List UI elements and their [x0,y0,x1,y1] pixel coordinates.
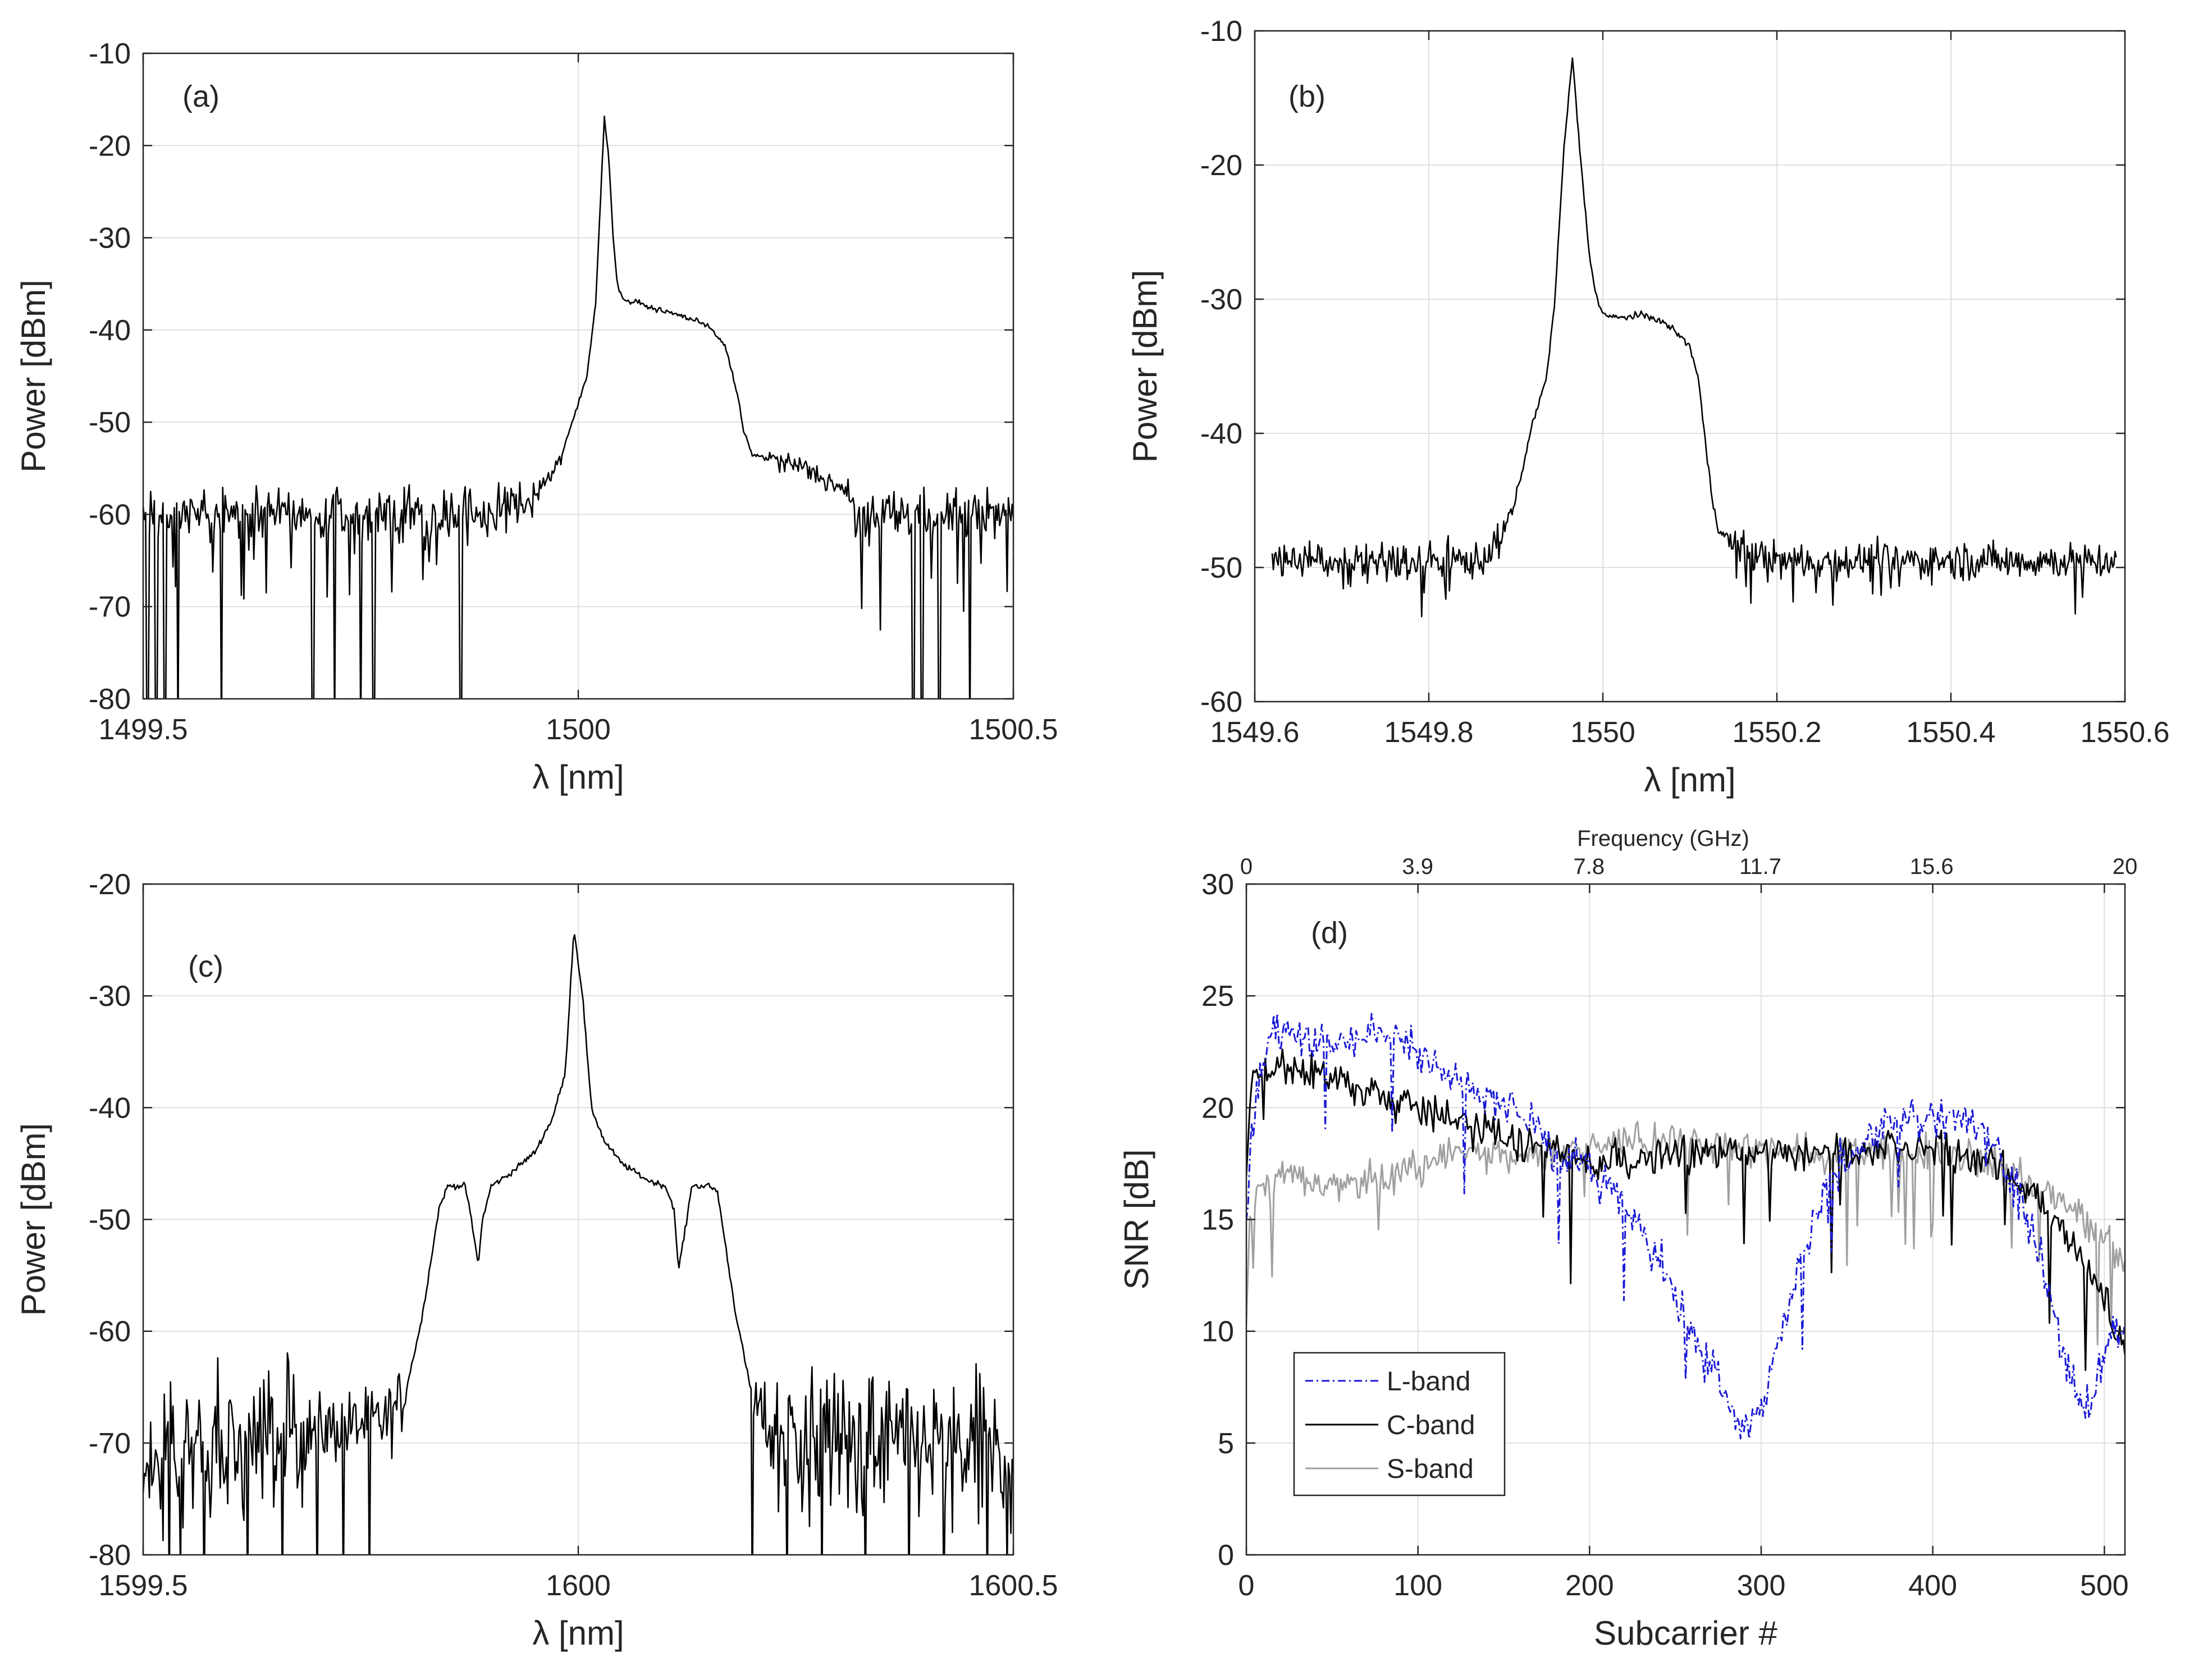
chart-a: 1499.5 1500 1500.5 -80 -70 -60 -50 -40 -30 -20 -10… [15,38,1058,796]
x-tick-label: 1550.6 [2080,716,2169,749]
y-tick-label: -60 [89,498,131,531]
y-tick-label: -80 [89,683,131,716]
y-tick-label: -60 [1200,686,1242,718]
y-axis-label: Power [dBm] [15,1123,52,1316]
panel-label: (c) [188,950,223,983]
x-tick-label: 1550.4 [1906,716,1995,749]
top-x-tick-label: 15.6 [1910,854,1954,879]
axes-box [1254,30,2126,703]
top-x-axis-label: Frequency (GHz) [1577,826,1749,851]
x-axis-label: λ [nm] [532,758,624,796]
y-tick-label: -50 [89,1204,131,1237]
top-x-tick-label: 20 [2113,854,2138,879]
x-tick-label: 0 [1238,1569,1255,1602]
series-line-spectrum [1271,57,2117,617]
y-axis-label: Power [dBm] [1126,270,1164,463]
y-tick-label: -30 [89,222,131,255]
chart-c: 1599.5 1600 1600.5 -80 -70 -60 -50 -40 -30 -20 λ [… [15,868,1058,1652]
x-axis-label: λ [nm] [1644,761,1735,799]
y-tick-label: -60 [89,1316,131,1348]
x-tick-label: 1600 [546,1569,611,1602]
y-tick-label: -40 [89,314,131,347]
x-tick-label: 400 [1908,1569,1957,1602]
top-x-tick-label: 7.8 [1574,854,1605,879]
x-tick-label: 1500 [546,713,611,746]
y-tick-label: -40 [1200,418,1242,450]
plot-area [1255,31,2125,702]
panel-label: (d) [1311,916,1348,950]
x-tick-label: 1499.5 [98,713,188,746]
x-tick-label: 1599.5 [98,1569,188,1602]
panel-label: (b) [1288,80,1326,113]
legend: L-band C-band S-band [1293,1352,1506,1496]
series-line-spectrum [143,115,1013,699]
series-line-spectrum [143,934,1013,1555]
y-tick-label: 0 [1218,1539,1234,1572]
y-tick-label: -70 [89,591,131,624]
y-tick-label: -20 [1200,149,1242,182]
x-tick-label: 500 [2080,1569,2129,1602]
y-tick-label: 15 [1201,1204,1234,1237]
y-tick-label: -30 [1200,283,1242,316]
legend-label-c-band: C-band [1387,1411,1475,1440]
y-tick-label: 25 [1201,980,1234,1013]
chart-b: 1549.6 1549.8 1550 1550.2 1550.4 1550.6 -60 -50… [1126,15,2170,799]
x-tick-label: 1550 [1570,716,1635,749]
data-layer [1246,1013,2125,1440]
series-line-s-band [1246,1120,2125,1346]
x-axis-label: Subcarrier # [1594,1614,1777,1652]
y-tick-label: -10 [1200,15,1242,48]
x-tick-label: 1550.2 [1732,716,1821,749]
x-tick-label: 1549.6 [1210,716,1299,749]
y-tick-label: -10 [89,38,131,70]
y-tick-label: -50 [89,406,131,439]
series-line-c-band [1246,1049,2125,1371]
x-axis-label: λ [nm] [532,1614,624,1652]
y-axis-label: SNR [dB] [1118,1149,1155,1289]
y-tick-label: -40 [89,1092,131,1124]
y-tick-label: -20 [89,130,131,162]
y-tick-label: 10 [1201,1316,1234,1348]
data-layer [143,115,1013,699]
top-x-tick-label: 11.7 [1739,854,1781,879]
y-tick-label: -30 [89,980,131,1013]
x-tick-label: 1549.8 [1384,716,1473,749]
top-x-tick-label: 0 [1240,854,1253,879]
panel-label: (a) [182,80,220,113]
legend-label-s-band: S-band [1387,1454,1474,1484]
x-tick-label: 300 [1737,1569,1786,1602]
y-tick-label: -50 [1200,552,1242,584]
x-tick-label: 1500.5 [968,713,1058,746]
y-tick-label: 20 [1201,1092,1234,1124]
y-tick-label: -70 [89,1427,131,1460]
x-tick-label: 1600.5 [968,1569,1058,1602]
y-tick-label: 30 [1201,868,1234,901]
data-layer [1271,57,2117,617]
x-tick-label: 100 [1393,1569,1442,1602]
y-tick-label: 5 [1218,1427,1234,1460]
series-line-l-band [1246,1013,2125,1440]
data-layer [143,934,1013,1555]
y-axis-label: Power [dBm] [15,280,52,472]
legend-label-l-band: L-band [1387,1367,1470,1397]
y-tick-label: -20 [89,868,131,901]
x-tick-label: 200 [1565,1569,1614,1602]
top-x-tick-label: 3.9 [1402,854,1433,879]
y-tick-label: -80 [89,1539,131,1572]
